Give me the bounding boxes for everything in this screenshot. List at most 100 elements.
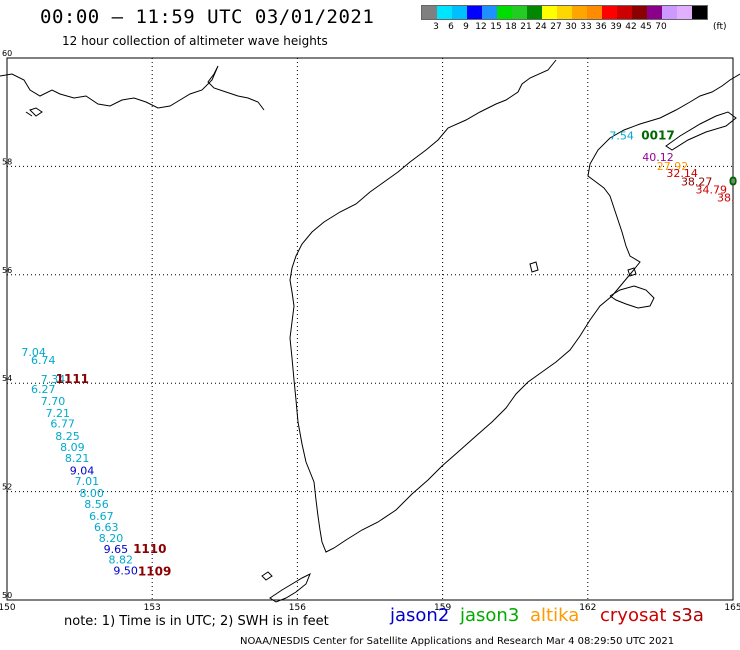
lon-tick-label: 165 (724, 603, 740, 613)
legend-swatch (422, 6, 437, 19)
lat-tick-label: 52 (2, 483, 12, 492)
legend-label: 12 (475, 22, 487, 32)
satellite-label-altika: altika (530, 605, 580, 626)
legend-label: 24 (535, 22, 547, 32)
legend-swatch (602, 6, 617, 19)
axis-tick-labels: 150 153 156 159 162 165 60 58 56 54 52 50 (0, 49, 740, 613)
legend-swatch (647, 6, 662, 19)
wave-height-label: 6.67 (89, 510, 114, 523)
legend-label: 33 (580, 22, 592, 32)
wave-height-label: 0 (729, 174, 737, 188)
satellite-label-jason3: jason3 (460, 605, 520, 626)
small-island-bay (529, 261, 539, 273)
small-island-nw-1 (29, 107, 43, 117)
wave-height-label: 34.79 (695, 184, 727, 197)
legend-labels: (ft) 3 6 9 12 15 18 21 24 27 30 33 36 39 42 45 70 (421, 20, 726, 34)
legend-label: 9 (463, 22, 469, 32)
karaginsky-bay-coast (609, 285, 655, 309)
wave-height-label: 9.04 (70, 464, 95, 477)
wave-height-label: 8.82 (108, 554, 133, 567)
wave-height-label: 7.21 (46, 407, 71, 420)
wave-height-label: 6.63 (94, 521, 119, 534)
lon-tick-label: 150 (0, 603, 16, 613)
island-koryak (665, 111, 737, 151)
map-frame (6, 57, 734, 601)
legend-label: 45 (640, 22, 652, 32)
wave-height-label: 32.14 (666, 167, 698, 180)
map-grid (6, 57, 734, 601)
legend-swatch (512, 6, 527, 19)
wave-height-label: 8.00 (79, 487, 104, 500)
wave-height-label: 8.56 (84, 498, 109, 511)
wave-height-label: 1111 (56, 372, 89, 386)
wave-height-label: 9.50 (113, 565, 138, 578)
wave-height-label: 6.74 (31, 354, 56, 367)
observation-labels: 7.046.74 7.3411116.277.707.216.778.258.09… (21, 128, 737, 578)
wave-height-label: 1109 (138, 565, 171, 579)
footer-note: note: 1) Time is in UTC; 2) SWH is in fe… (64, 614, 329, 629)
lat-tick-label: 56 (2, 266, 12, 275)
wave-height-label: 6.27 (31, 383, 56, 396)
kamchatka-west-coast (289, 59, 740, 553)
legend-label: 18 (505, 22, 517, 32)
wave-height-label: 9.65 (104, 543, 129, 556)
magadan-coast (0, 65, 265, 111)
wave-height-label: 40.12 (642, 151, 674, 164)
legend-label: 21 (520, 22, 532, 32)
lon-tick-label: 156 (289, 603, 306, 613)
legend-swatch (572, 6, 587, 19)
legend-swatch (677, 6, 692, 19)
lat-tick-label: 50 (2, 591, 12, 600)
legend-swatch (467, 6, 482, 19)
legend-swatch (497, 6, 512, 19)
legend-swatch (617, 6, 632, 19)
legend-label: 70 (655, 22, 667, 32)
wave-height-label: 8.09 (60, 441, 85, 454)
wave-height-label: 38.27 (681, 175, 713, 188)
wave-height-label: 0017 (641, 128, 674, 142)
kuril-island-1 (269, 572, 311, 603)
lat-tick-label: 54 (2, 374, 12, 383)
legend-label: 42 (625, 22, 637, 32)
wave-height-label: 1110 (133, 542, 166, 556)
legend-label: 3 (433, 22, 439, 32)
legend-swatch (557, 6, 572, 19)
satellite-label-cryosat: cryosat (600, 605, 667, 626)
wave-height-label: 7.54 (609, 129, 634, 142)
legend-label: 6 (448, 22, 454, 32)
legend-swatch (587, 6, 602, 19)
legend-swatch (482, 6, 497, 19)
legend-label: 36 (595, 22, 607, 32)
kuril-island-2 (261, 571, 273, 581)
coastline (0, 59, 740, 603)
lon-tick-label: 159 (434, 603, 451, 613)
legend-swatch (692, 6, 707, 19)
small-island-east (627, 267, 637, 277)
wave-height-label: 27.92 (657, 160, 689, 173)
wave-height-label: 6.77 (50, 418, 75, 431)
map-subtitle: 12 hour collection of altimeter wave hei… (62, 34, 328, 48)
legend-unit: (ft) (713, 22, 727, 32)
lon-tick-label: 153 (144, 603, 161, 613)
legend-label: 15 (490, 22, 502, 32)
legend-color-bar (421, 5, 708, 20)
legend-swatch (437, 6, 452, 19)
legend-label: 39 (610, 22, 622, 32)
color-legend: (ft) 3 6 9 12 15 18 21 24 27 30 33 36 39 42 45 70 (421, 5, 727, 34)
small-island-nw-2 (25, 111, 33, 117)
wave-height-label: 38. (717, 192, 735, 205)
wave-height-label: 7.34 (41, 373, 66, 386)
satellite-label-s3a: s3a (672, 605, 704, 626)
lon-tick-label: 162 (579, 603, 596, 613)
wave-height-label: 7.70 (41, 395, 66, 408)
satellite-label-jason2: jason2 (390, 605, 450, 626)
footer-credit: NOAA/NESDIS Center for Satellite Applica… (240, 636, 675, 647)
legend-swatch (542, 6, 557, 19)
legend-swatch (452, 6, 467, 19)
legend-label: 27 (550, 22, 562, 32)
wave-height-label: 8.20 (99, 532, 124, 545)
map-title: 00:00 – 11:59 UTC 03/01/2021 (40, 6, 375, 28)
legend-label: 30 (565, 22, 577, 32)
legend-swatch (662, 6, 677, 19)
